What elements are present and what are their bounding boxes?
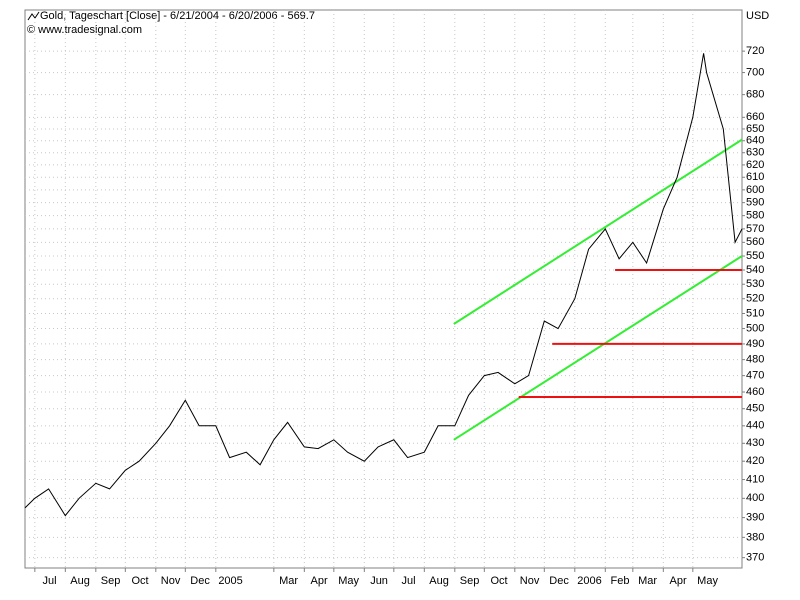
y-tick-label: 720 xyxy=(746,45,764,57)
y-tick-label: 680 xyxy=(746,89,764,101)
price-line xyxy=(24,53,743,517)
x-tick-label: Oct xyxy=(132,575,149,587)
x-tick-label: Jun xyxy=(370,575,388,587)
x-tick-label: Aug xyxy=(70,575,90,587)
x-tick-label: 2005 xyxy=(218,575,242,587)
y-axis-label: USD xyxy=(746,10,769,22)
x-tick-label: Jul xyxy=(402,575,416,587)
y-tick-label: 630 xyxy=(746,147,764,159)
x-tick-label: May xyxy=(697,575,718,587)
x-tick-label: 2006 xyxy=(577,575,601,587)
y-tick-label: 660 xyxy=(746,111,764,123)
y-tick-label: 500 xyxy=(746,322,764,334)
y-tick-label: 640 xyxy=(746,135,764,147)
trend-line xyxy=(453,138,743,325)
y-tick-label: 520 xyxy=(746,293,764,305)
y-tick-label: 460 xyxy=(746,386,764,398)
x-tick-label: Dec xyxy=(549,575,569,587)
y-tick-label: 420 xyxy=(746,455,764,467)
y-tick-label: 620 xyxy=(746,159,764,171)
y-tick-label: 410 xyxy=(746,473,764,485)
y-tick-label: 510 xyxy=(746,307,764,319)
y-tick-label: 480 xyxy=(746,354,764,366)
x-tick-label: Feb xyxy=(611,575,630,587)
y-tick-label: 490 xyxy=(746,338,764,350)
y-tick-label: 650 xyxy=(746,123,764,135)
y-tick-label: 590 xyxy=(746,197,764,209)
x-tick-label: Jul xyxy=(43,575,57,587)
x-tick-label: Sep xyxy=(460,575,480,587)
y-tick-label: 600 xyxy=(746,184,764,196)
y-tick-label: 610 xyxy=(746,171,764,183)
x-tick-label: Aug xyxy=(429,575,449,587)
chart-icon xyxy=(27,11,40,21)
y-tick-label: 430 xyxy=(746,437,764,449)
y-tick-label: 380 xyxy=(746,531,764,543)
x-tick-label: Nov xyxy=(520,575,540,587)
x-tick-label: Apr xyxy=(311,575,328,587)
x-tick-label: Mar xyxy=(279,575,298,587)
y-tick-label: 440 xyxy=(746,420,764,432)
y-tick-label: 580 xyxy=(746,210,764,222)
x-tick-label: Nov xyxy=(161,575,181,587)
chart-subtitle: © www.tradesignal.com xyxy=(27,24,142,36)
x-tick-label: Mar xyxy=(638,575,657,587)
y-tick-label: 550 xyxy=(746,250,764,262)
x-tick-label: Oct xyxy=(491,575,508,587)
y-tick-label: 530 xyxy=(746,278,764,290)
y-tick-label: 370 xyxy=(746,552,764,564)
x-tick-label: Apr xyxy=(670,575,687,587)
y-tick-label: 560 xyxy=(746,236,764,248)
y-tick-label: 700 xyxy=(746,66,764,78)
y-tick-label: 540 xyxy=(746,264,764,276)
chart-title: Gold, Tageschart [Close] - 6/21/2004 - 6… xyxy=(40,10,315,22)
y-tick-label: 470 xyxy=(746,370,764,382)
x-tick-label: May xyxy=(338,575,359,587)
y-tick-label: 400 xyxy=(746,492,764,504)
plot-area xyxy=(24,9,743,569)
x-tick-label: Dec xyxy=(190,575,210,587)
y-tick-label: 570 xyxy=(746,223,764,235)
y-tick-label: 450 xyxy=(746,403,764,415)
x-tick-label: Sep xyxy=(101,575,121,587)
y-tick-label: 390 xyxy=(746,512,764,524)
trend-line xyxy=(453,255,743,441)
